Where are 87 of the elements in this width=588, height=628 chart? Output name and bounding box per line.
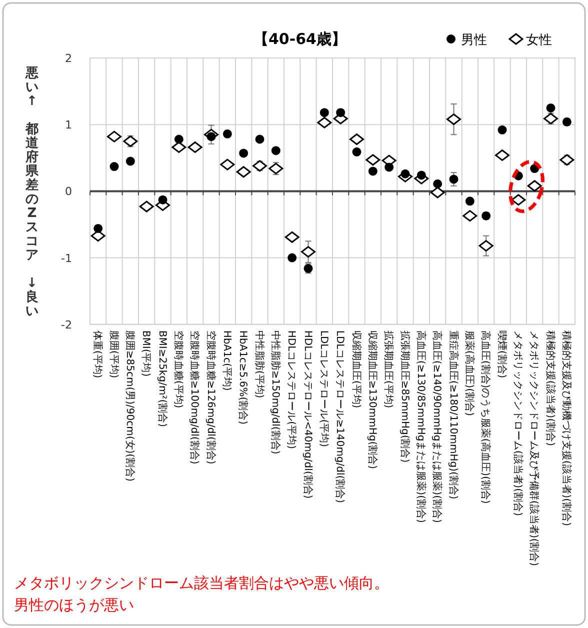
point (239, 148, 248, 158)
x-tick-label: HbA1c(平均) (220, 330, 233, 391)
point (446, 114, 461, 126)
text: 男性のほうが悪い (14, 596, 134, 614)
x-tick-label: 積極的支援及び動機づけ支援(該当者)(割合) (560, 330, 572, 526)
x-tick-label: 拡張期血圧≥85mmHg(割合) (398, 330, 411, 463)
text: 悪い↑ 都道府県差のZスコア ↓良い (26, 66, 38, 320)
x-tick-label: 高血圧(≥140/90mmHgまたは服薬)(割合) (431, 330, 444, 524)
point (366, 154, 380, 166)
point (90, 230, 106, 242)
x-tick-label: 喫煙(割合) (496, 330, 508, 378)
x-tick-label: 空腹時血糖≥100mg/dl(割合) (188, 330, 201, 464)
point (222, 129, 232, 138)
x-tick-label: 腹囲(平均) (108, 330, 120, 378)
x-tick-label: 収縮期血圧(平均) (350, 330, 362, 408)
x-tick-label: 空腹時血糖(平均) (172, 330, 184, 408)
point (430, 186, 445, 198)
legend-label: 男性 (461, 33, 487, 48)
x-tick-label: HDLコレステロール(平均) (286, 330, 298, 450)
point (416, 170, 426, 180)
x-tick-label: 重症高血圧(≥180/110mmHg)(割合) (447, 330, 460, 500)
point (498, 125, 507, 134)
point (320, 108, 329, 118)
x-tick-label: 中性脂肪(平均) (253, 330, 266, 398)
point (288, 253, 297, 262)
point (220, 158, 235, 170)
point (546, 103, 556, 112)
point (465, 196, 474, 206)
point (271, 146, 280, 156)
x-tick-label: メタボリックシンドローム及び予備群(該当者)(割合) (528, 330, 540, 566)
x-tick-label: LDLコレステロール(平均) (318, 330, 330, 448)
point (384, 162, 394, 172)
point (126, 156, 135, 166)
point (368, 166, 378, 176)
x-tick-label: 高血圧(割合)のうち服薬(高血圧)(割合) (480, 330, 492, 504)
point (527, 180, 542, 192)
point (560, 154, 574, 166)
point (174, 134, 184, 144)
point (206, 132, 216, 142)
point (301, 246, 316, 258)
x-tick-label: 収縮期血圧≥130mmHg(割合) (366, 330, 378, 470)
point (139, 200, 154, 212)
point (544, 112, 558, 124)
x-tick-label: 服薬(高血圧)(割合) (463, 330, 476, 416)
point (478, 240, 494, 252)
point (236, 166, 251, 178)
point (252, 160, 267, 172)
x-tick-label: 空腹時血糖≥126mg/dl(割合) (204, 330, 217, 464)
point (158, 195, 168, 204)
point (350, 134, 364, 145)
point (255, 134, 264, 144)
point (188, 141, 202, 153)
point (317, 116, 332, 128)
point (284, 231, 300, 243)
x-tick-label: 体重(平均) (92, 330, 104, 378)
y-tick-label: -1 (61, 252, 72, 265)
x-tick-label: HDLコレステロール<40mg/dl(割合) (302, 330, 314, 499)
x-tick-label: BMI≥25kg/m²(割合) (156, 330, 168, 428)
y-tick-label: 0 (65, 185, 72, 198)
legend-label: 女性 (526, 33, 552, 48)
x-tick-label: 腹囲≥85cm(男)/90cm(女)(割合) (124, 330, 136, 482)
point (449, 174, 458, 184)
chart-title: 【40-64歳】 (254, 30, 346, 48)
point (433, 179, 442, 188)
y-tick-label: 1 (65, 118, 72, 132)
y-tick-label: -2 (61, 318, 72, 332)
point (495, 149, 510, 161)
point (110, 162, 119, 172)
point (107, 130, 122, 142)
x-tick-label: BMI(平均) (140, 330, 152, 377)
x-tick-label: HbA1c≥5.6%(割合) (237, 330, 250, 425)
x-tick-label: 積極的支援(該当者)(割合) (544, 330, 556, 446)
x-tick-label: 中性脂肪≥150mg/dl(割合) (269, 330, 282, 454)
point (123, 135, 138, 147)
point (94, 224, 103, 233)
point (462, 210, 478, 222)
point (400, 169, 410, 178)
x-tick-label: 拡張期血圧(平均) (382, 330, 395, 408)
x-tick-label: 高血圧(≥130/85mmHgまたは服薬)(割合) (414, 330, 427, 524)
point (268, 162, 284, 174)
y-tick-label: 2 (65, 52, 72, 65)
point (352, 147, 362, 156)
point (172, 141, 186, 153)
point (511, 194, 526, 206)
x-tick-label: LDLコレステロール≥140mg/dl(割合) (334, 330, 346, 504)
text: メタボリックシンドローム該当者割合はやや悪い傾向。 (14, 574, 389, 592)
x-tick-label: メタボリックシンドローム(該当者)(割合) (512, 330, 524, 516)
